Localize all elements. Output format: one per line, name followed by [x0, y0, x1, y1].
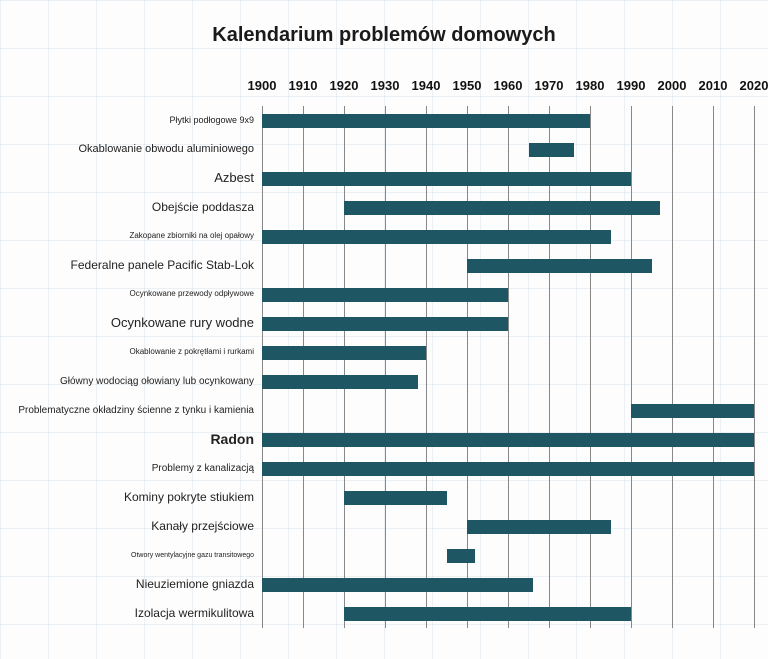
timeline-bar [467, 520, 611, 534]
timeline-bar [262, 433, 754, 447]
x-axis-tick: 1900 [248, 78, 277, 93]
table-row: Kanały przejściowe [0, 512, 768, 541]
x-axis-tick: 1960 [494, 78, 523, 93]
timeline-bar [262, 375, 418, 389]
row-label: Azbest [6, 171, 260, 185]
row-label: Radon [6, 432, 260, 447]
x-axis-tick: 1910 [289, 78, 318, 93]
timeline-bar [262, 114, 590, 128]
table-row: Radon [0, 425, 768, 454]
x-axis-tick: 1950 [453, 78, 482, 93]
timeline-bar [262, 346, 426, 360]
row-label: Płytki podłogowe 9x9 [6, 116, 260, 126]
row-label: Problemy z kanalizacją [6, 463, 260, 474]
row-label: Obejście poddasza [6, 201, 260, 214]
x-axis-tick: 1930 [371, 78, 400, 93]
timeline-bar [262, 578, 533, 592]
timeline-bar [447, 549, 476, 563]
timeline-bar [262, 317, 508, 331]
timeline-chart: 1900 1910 1920 1930 1940 1950 1960 1970 1980 1990… [0, 78, 768, 628]
timeline-bar [262, 172, 631, 186]
table-row: Izolacja wermikulitowa [0, 599, 768, 628]
row-label: Ocynkowane przewody odpływowe [6, 290, 260, 299]
table-row: Otwory wentylacyjne gazu transitowego [0, 541, 768, 570]
table-row: Nieuziemione gniazda [0, 570, 768, 599]
timeline-bar [262, 288, 508, 302]
table-row: Azbest [0, 164, 768, 193]
row-label: Problematyczne okładziny ścienne z tynku… [6, 405, 260, 416]
table-row: Federalne panele Pacific Stab-Lok [0, 251, 768, 280]
row-label: Okablowanie z pokrętłami i rurkami [6, 348, 260, 357]
table-row: Płytki podłogowe 9x9 [0, 106, 768, 135]
chart-title: Kalendarium problemów domowych [0, 0, 768, 65]
row-label: Federalne panele Pacific Stab-Lok [6, 259, 260, 272]
table-row: Obejście poddasza [0, 193, 768, 222]
timeline-bar [529, 143, 574, 157]
x-axis-tick: 2010 [699, 78, 728, 93]
timeline-bar [344, 491, 447, 505]
row-label: Otwory wentylacyjne gazu transitowego [6, 552, 260, 560]
x-axis-tick: 1990 [617, 78, 646, 93]
table-row: Ocynkowane przewody odpływowe [0, 280, 768, 309]
timeline-bar [262, 230, 611, 244]
x-axis-tick: 2000 [658, 78, 687, 93]
timeline-bar [262, 462, 754, 476]
table-row: Problematyczne okładziny ścienne z tynku… [0, 396, 768, 425]
timeline-bar [344, 607, 631, 621]
timeline-bar [344, 201, 660, 215]
x-axis-tick: 1940 [412, 78, 441, 93]
row-label: Izolacja wermikulitowa [6, 607, 260, 620]
table-row: Problemy z kanalizacją [0, 454, 768, 483]
x-axis: 1900 1910 1920 1930 1940 1950 1960 1970 1980 1990… [0, 78, 768, 106]
table-row: Ocynkowane rury wodne [0, 309, 768, 338]
table-row: Kominy pokryte stiukiem [0, 483, 768, 512]
x-axis-tick: 2020 [740, 78, 768, 93]
x-axis-tick: 1970 [535, 78, 564, 93]
row-label: Okablowanie obwodu aluminiowego [6, 143, 260, 155]
table-row: Okablowanie z pokrętłami i rurkami [0, 338, 768, 367]
x-axis-tick: 1920 [330, 78, 359, 93]
table-row: Zakopane zbiorniki na olej opałowy [0, 222, 768, 251]
x-axis-tick: 1980 [576, 78, 605, 93]
row-label: Główny wodociąg ołowiany lub ocynkowany [6, 376, 260, 387]
row-label: Kanały przejściowe [6, 520, 260, 533]
row-label: Ocynkowane rury wodne [6, 316, 260, 330]
table-row: Okablowanie obwodu aluminiowego [0, 135, 768, 164]
row-label: Kominy pokryte stiukiem [6, 491, 260, 504]
chart-rows: Płytki podłogowe 9x9 Okablowanie obwodu a… [0, 106, 768, 628]
row-label: Nieuziemione gniazda [6, 578, 260, 591]
timeline-bar [631, 404, 754, 418]
table-row: Główny wodociąg ołowiany lub ocynkowany [0, 367, 768, 396]
row-label: Zakopane zbiorniki na olej opałowy [6, 232, 260, 241]
timeline-bar [467, 259, 652, 273]
